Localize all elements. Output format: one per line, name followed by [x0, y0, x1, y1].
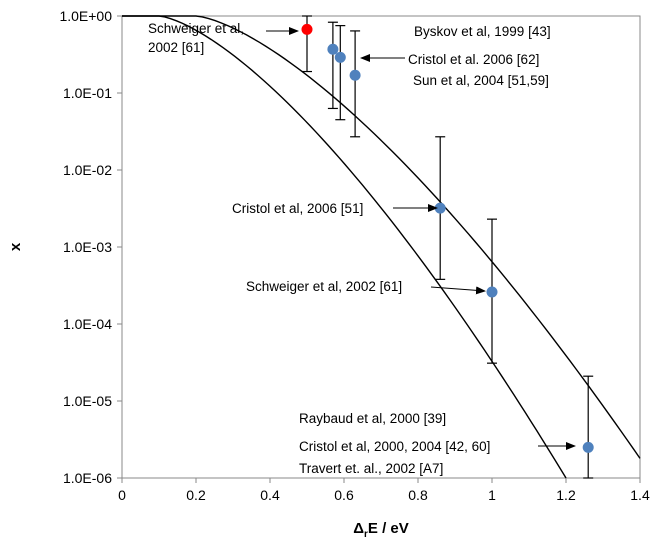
x-axis-title-rest: E / eV [368, 520, 409, 537]
data-point [334, 51, 346, 63]
annotation-line: Sun et al, 2004 [51,59] [413, 73, 549, 88]
x-tick-label: 1.2 [556, 487, 576, 503]
y-tick-label: 1.0E+00 [59, 8, 112, 24]
plot-area [121, 15, 641, 479]
data-point [582, 441, 594, 453]
annotation-line: 2002 [61] [148, 40, 204, 55]
y-axis-title: x [7, 242, 24, 251]
x-tick-label: 1.4 [630, 487, 650, 503]
annotation-label: Raybaud et al, 2000 [39] [299, 411, 446, 426]
annotations: Schweiger et al, 2002 [61] Byskov et al, 1… [148, 21, 576, 476]
annotation-line: Cristol et al, 2000, 2004 [42, 60] [299, 439, 490, 454]
x-axis-title-delta: Δ [353, 520, 364, 537]
annotation-label: Schweiger et al, 2002 [61] [246, 279, 402, 294]
x-axis-title-subscript: r [364, 529, 368, 540]
annotation-label: Cristol et al, 2006 [51] [232, 201, 363, 216]
annotation-label: Cristol et al. 2006 [62] [408, 52, 539, 67]
data-point [327, 43, 339, 55]
y-axis: 1.0E+00 1.0E-01 1.0E-02 1.0E-03 1.0E-04 1.0E-… [59, 8, 122, 486]
annotation-line: Cristol et al, 2006 [51] [232, 201, 363, 216]
annotation-label: Travert et. al., 2002 [A7] [299, 461, 443, 476]
x-tick-label: 1 [488, 487, 496, 503]
annotation-label: Sun et al, 2004 [51,59] [413, 73, 549, 88]
annotation-line: Travert et. al., 2002 [A7] [299, 461, 443, 476]
data-point [301, 23, 313, 35]
data-point [486, 286, 498, 298]
x-axis-title: ΔrE / eV [353, 520, 409, 540]
annotation-label: Schweiger et al, 2002 [61] [148, 21, 244, 55]
annotation-line: Schweiger et al, [148, 21, 244, 36]
annotation-line: Raybaud et al, 2000 [39] [299, 411, 446, 426]
annotation-line: Schweiger et al, 2002 [61] [246, 279, 402, 294]
x-tick-label: 0.6 [334, 487, 354, 503]
annotation-arrow [430, 286, 486, 295]
y-tick-label: 1.0E-01 [63, 85, 112, 101]
x-tick-label: 0.8 [408, 487, 428, 503]
annotation-label: Byskov et al, 1999 [43] [414, 24, 551, 39]
trend-curve [122, 15, 641, 459]
trend-curves [122, 15, 641, 479]
y-tick-label: 1.0E-06 [63, 470, 112, 486]
y-tick-label: 1.0E-03 [63, 239, 112, 255]
data-point [349, 69, 361, 81]
x-tick-label: 0.2 [186, 487, 206, 503]
annotation-line: Cristol et al. 2006 [62] [408, 52, 539, 67]
trend-curve [122, 15, 567, 479]
y-tick-label: 1.0E-04 [63, 316, 112, 332]
annotation-line: Byskov et al, 1999 [43] [414, 24, 551, 39]
x-tick-label: 0 [118, 487, 126, 503]
x-axis: 0 0.2 0.4 0.6 0.8 1 1.2 1.4 [118, 478, 650, 503]
annotation-label: Cristol et al, 2000, 2004 [42, 60] [299, 439, 490, 454]
y-tick-label: 1.0E-05 [63, 393, 112, 409]
x-tick-label: 0.4 [260, 487, 280, 503]
y-tick-label: 1.0E-02 [63, 162, 112, 178]
